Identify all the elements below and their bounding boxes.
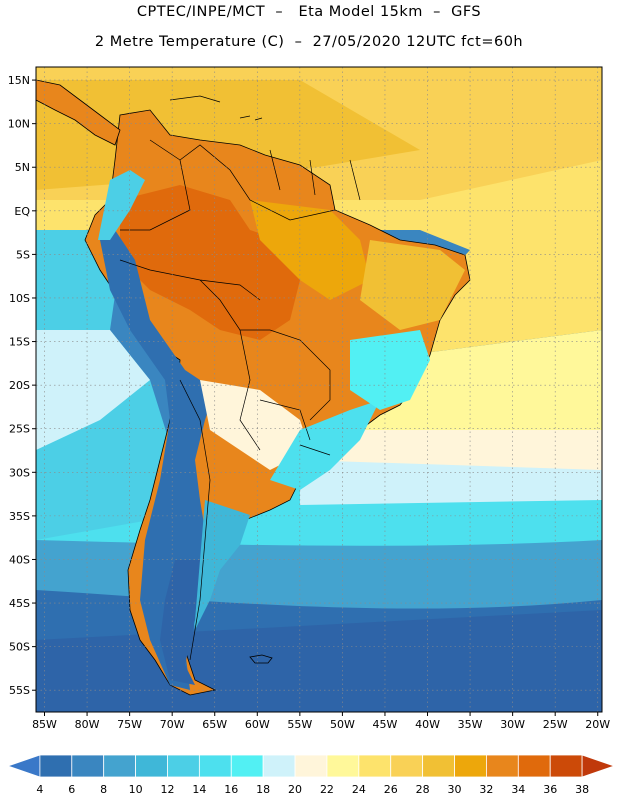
legend-label: 26 <box>384 783 398 796</box>
legend-label: 16 <box>224 783 238 796</box>
field-ocean-pale-south <box>330 430 602 470</box>
legend-label: 24 <box>352 783 366 796</box>
legend-swatch <box>39 754 73 778</box>
field-land-amazon <box>250 200 370 300</box>
legend-swatch <box>486 754 519 778</box>
lat-label: 10N <box>8 118 30 131</box>
lat-label: 35S <box>9 510 30 523</box>
legend-swatch <box>454 754 487 778</box>
legend-swatch <box>390 754 424 778</box>
legend-label: 32 <box>479 783 493 796</box>
lon-label: 45W <box>373 718 398 731</box>
map-frame <box>35 66 603 713</box>
latitude-labels: 15N 10N 5N EQ 5S 10S 15S 20S 25S 30S 35S 40S 45S 50S 5… <box>8 74 36 697</box>
lat-label: 5N <box>15 161 30 174</box>
lat-label: 15N <box>8 74 30 87</box>
field-southeast-cool <box>350 330 430 410</box>
lon-label: 80W <box>75 718 100 731</box>
legend-label: 30 <box>448 783 462 796</box>
legend-swatch <box>230 754 264 778</box>
lon-label: 40W <box>415 718 440 731</box>
field-pampas <box>200 380 310 470</box>
falklands <box>249 654 273 664</box>
legend-label: 36 <box>543 783 557 796</box>
legend-label: 4 <box>36 783 43 796</box>
lon-label: 75W <box>117 718 142 731</box>
legend-swatch <box>262 754 296 778</box>
field-patagonia-cold <box>160 560 200 685</box>
legend-swatch <box>326 754 360 778</box>
chart-subtitle: 2 Metre Temperature (C) – 27/05/2020 12U… <box>94 34 524 50</box>
lat-label: 25S <box>9 423 30 436</box>
lat-label: 20S <box>9 379 30 392</box>
legend-swatch <box>71 754 105 778</box>
lat-label: 45S <box>9 597 30 610</box>
lat-label: 15S <box>9 336 30 349</box>
legend-swatch <box>167 754 200 778</box>
lat-label: EQ <box>14 205 30 218</box>
field-ocean-lightcyan-south <box>300 460 602 505</box>
legend-swatch <box>198 754 232 778</box>
lon-label: 30W <box>500 718 525 731</box>
lon-label: 35W <box>458 718 483 731</box>
legend-arrow-high <box>581 754 616 778</box>
field-land-northeast <box>360 240 465 330</box>
lat-label: 50S <box>9 641 30 654</box>
legend-swatch <box>549 754 583 778</box>
legend-label: 10 <box>129 783 143 796</box>
lat-label: 40S <box>9 553 30 566</box>
legend-label: 18 <box>256 783 270 796</box>
legend-swatch <box>517 754 551 778</box>
lon-label: 20W <box>585 718 610 731</box>
legend-swatch <box>103 754 136 778</box>
legend-swatch <box>422 754 455 778</box>
lon-label: 70W <box>160 718 185 731</box>
field-south-brazil <box>270 400 380 490</box>
field-patagonia <box>190 500 250 630</box>
legend-swatch <box>135 754 168 778</box>
chart-title: CPTEC/INPE/MCT – Eta Model 15km – GFS <box>136 4 482 20</box>
legend-label: 14 <box>192 783 206 796</box>
legend-label: 20 <box>288 783 302 796</box>
legend-label: 34 <box>511 783 525 796</box>
lon-label: 65W <box>202 718 227 731</box>
lon-label: 85W <box>32 718 57 731</box>
lat-label: 30S <box>9 466 30 479</box>
longitude-labels: 85W 80W 75W 70W 65W 60W 55W 50W 45W 40W 35W 30W 25W 2… <box>32 712 610 731</box>
legend-label: 28 <box>416 783 430 796</box>
legend-arrow-low <box>6 754 41 778</box>
legend-label: 6 <box>68 783 75 796</box>
lon-label: 50W <box>330 718 355 731</box>
islands <box>169 95 263 121</box>
central-america <box>36 79 121 146</box>
legend-label: 38 <box>575 783 589 796</box>
color-legend: 4 6 8 10 12 14 16 18 20 22 24 26 28 30 32 34 36 38 <box>6 754 616 796</box>
field-land-hot <box>120 185 300 340</box>
field-andes-north <box>98 170 145 240</box>
lat-label: 10S <box>9 292 30 305</box>
legend-label: 8 <box>100 783 107 796</box>
lon-label: 25W <box>543 718 568 731</box>
legend-label: 22 <box>320 783 334 796</box>
legend-swatch <box>358 754 392 778</box>
legend-swatch <box>294 754 328 778</box>
field-ocean-lightcyan-west <box>36 330 150 450</box>
lat-label: 55S <box>9 684 30 697</box>
lon-label: 60W <box>245 718 270 731</box>
legend-label: 12 <box>160 783 174 796</box>
lon-label: 55W <box>287 718 312 731</box>
lat-label: 5S <box>16 248 30 261</box>
